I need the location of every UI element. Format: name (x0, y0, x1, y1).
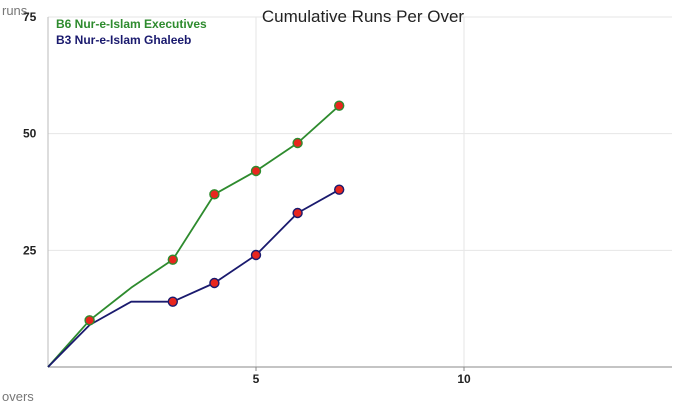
y-tick-label: 50 (23, 127, 37, 141)
series-line-2 (47, 188, 340, 368)
x-axis-label: overs (2, 389, 34, 404)
data-point[interactable] (250, 165, 262, 177)
data-point[interactable] (250, 249, 262, 261)
legend-entry-2: B3 Nur-e-Islam Ghaleeb (56, 33, 191, 47)
x-tick-label: 5 (253, 372, 260, 386)
x-tick-label: 10 (457, 372, 471, 386)
data-point[interactable] (209, 277, 220, 289)
series-lines (47, 104, 340, 368)
y-tick-label: 75 (23, 10, 37, 24)
data-point[interactable] (167, 254, 179, 265)
data-point[interactable] (167, 296, 179, 307)
data-point[interactable] (334, 100, 345, 111)
legend-entry-1: B6 Nur-e-Islam Executives (56, 17, 207, 31)
y-tick-label: 25 (23, 243, 37, 257)
chart-title: Cumulative Runs Per Over (262, 7, 465, 26)
data-point[interactable] (292, 207, 303, 219)
tick-labels: 25 50 75 5 10 (23, 10, 471, 386)
data-point[interactable] (334, 184, 345, 195)
grid-lines (48, 16, 672, 367)
y-axis-label: runs (2, 3, 28, 18)
series-markers (84, 100, 345, 326)
axes (47, 17, 672, 368)
series-line-1 (47, 104, 340, 368)
legend: B6 Nur-e-Islam Executives B3 Nur-e-Islam … (56, 17, 207, 47)
data-point[interactable] (209, 189, 220, 200)
data-point[interactable] (292, 137, 303, 149)
data-point[interactable] (84, 315, 95, 326)
